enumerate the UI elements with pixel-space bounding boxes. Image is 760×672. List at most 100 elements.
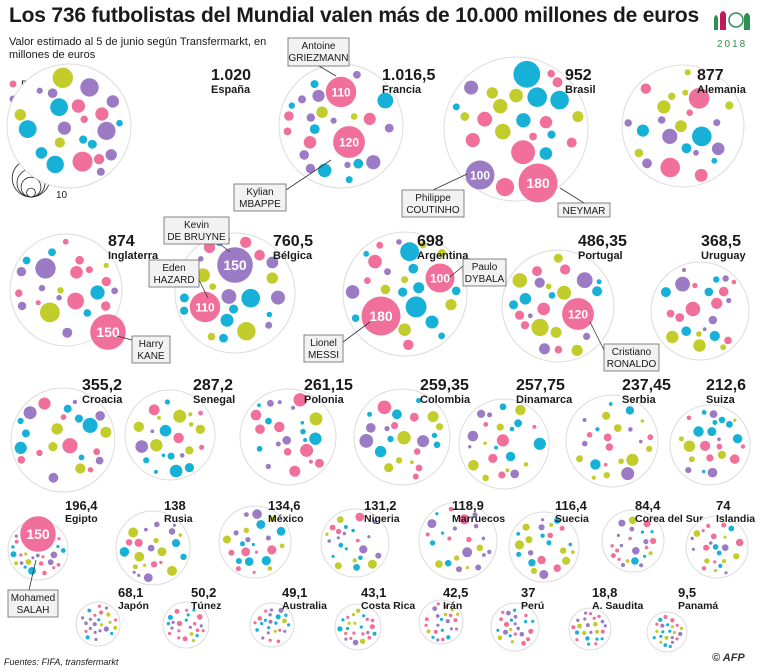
player-bubble bbox=[14, 441, 27, 454]
player-bubble bbox=[260, 621, 264, 626]
player-bubble bbox=[710, 533, 717, 540]
player-bubble bbox=[666, 623, 670, 627]
player-bubble bbox=[436, 602, 440, 606]
player-bubble bbox=[19, 561, 24, 565]
player-bubble bbox=[668, 629, 672, 633]
player-bubble bbox=[717, 450, 727, 459]
player-bubble bbox=[23, 565, 27, 569]
highlight-value: 180 bbox=[526, 175, 550, 191]
player-bubble bbox=[256, 445, 263, 452]
player-bubble bbox=[711, 297, 723, 309]
player-bubble bbox=[713, 560, 717, 564]
player-bubble bbox=[147, 544, 155, 552]
player-bubble bbox=[681, 143, 692, 154]
player-bubble bbox=[265, 417, 272, 425]
player-bubble bbox=[718, 286, 729, 297]
player-bubble bbox=[431, 635, 435, 639]
player-bubble bbox=[50, 551, 58, 559]
player-bubble bbox=[176, 620, 183, 627]
player-callout-box bbox=[401, 189, 465, 218]
player-bubble bbox=[244, 557, 254, 566]
player-bubble bbox=[509, 618, 513, 622]
player-bubble bbox=[509, 627, 513, 632]
player-bubble bbox=[453, 555, 460, 561]
player-bubble bbox=[195, 634, 199, 638]
player-bubble bbox=[99, 610, 104, 615]
player-bubble bbox=[713, 568, 718, 573]
player-bubble bbox=[659, 634, 663, 639]
player-bubble bbox=[80, 115, 88, 124]
team-cluster bbox=[443, 56, 589, 203]
team-value: 486,35 bbox=[578, 233, 627, 250]
player-bubble bbox=[74, 414, 83, 423]
player-bubble bbox=[583, 332, 591, 340]
team-value: 261,15 bbox=[304, 377, 353, 394]
player-bubble bbox=[128, 527, 139, 538]
player-bubble bbox=[93, 154, 105, 165]
player-bubble bbox=[726, 297, 732, 304]
team-value: 698 bbox=[417, 233, 444, 250]
logo-year: 2018 bbox=[717, 39, 747, 50]
player-bubble bbox=[392, 409, 402, 420]
player-name: Kevin bbox=[184, 220, 209, 231]
player-bubble bbox=[571, 550, 575, 554]
player-bubble bbox=[67, 292, 84, 310]
player-bubble bbox=[429, 540, 436, 546]
player-bubble bbox=[81, 616, 85, 620]
player-bubble bbox=[528, 628, 534, 634]
player-bubble bbox=[640, 530, 645, 534]
player-bubble bbox=[592, 616, 596, 620]
player-bubble bbox=[530, 567, 538, 575]
player-bubble bbox=[14, 289, 23, 298]
player-bubble bbox=[613, 424, 622, 432]
team-name: Polonia bbox=[304, 394, 345, 406]
callout-leader bbox=[318, 65, 337, 77]
team-name: Colombia bbox=[420, 394, 471, 406]
player-bubble bbox=[85, 266, 93, 274]
player-bubble bbox=[506, 610, 511, 616]
player-bubble bbox=[729, 454, 740, 464]
player-bubble bbox=[681, 267, 687, 273]
player-bubble bbox=[529, 132, 537, 141]
legend-size-circle-3 bbox=[26, 187, 36, 198]
player-bubble bbox=[143, 457, 150, 464]
player-bubble bbox=[473, 523, 479, 529]
player-bubble bbox=[113, 625, 118, 630]
team-cluster bbox=[353, 388, 451, 486]
player-bubble bbox=[642, 158, 652, 169]
player-bubble bbox=[713, 119, 721, 127]
player-bubble bbox=[269, 516, 276, 522]
player-bubble bbox=[384, 426, 390, 432]
player-bubble bbox=[14, 109, 26, 121]
team-cluster bbox=[7, 516, 69, 581]
player-bubble bbox=[595, 427, 600, 432]
player-bubble bbox=[133, 421, 144, 432]
player-bubble bbox=[465, 133, 480, 148]
player-bubble bbox=[512, 273, 528, 288]
player-bubble bbox=[57, 287, 64, 294]
player-bubble bbox=[724, 336, 732, 345]
player-bubble bbox=[87, 139, 97, 149]
player-bubble bbox=[85, 635, 90, 640]
player-bubble bbox=[268, 619, 273, 624]
player-bubble bbox=[424, 617, 429, 622]
player-bubble bbox=[361, 632, 365, 636]
team-name: México bbox=[268, 513, 304, 525]
player-bubble bbox=[541, 518, 545, 522]
player-bubble bbox=[417, 435, 430, 448]
player-bubble bbox=[143, 563, 147, 567]
player-bubble bbox=[577, 623, 582, 629]
player-bubble bbox=[740, 444, 746, 449]
player-bubble bbox=[702, 469, 706, 474]
player-name: MESSI bbox=[308, 350, 339, 361]
player-bubble bbox=[387, 435, 394, 443]
player-bubble bbox=[603, 462, 608, 467]
player-bubble bbox=[725, 101, 734, 110]
player-bubble bbox=[574, 630, 580, 635]
player-bubble bbox=[660, 157, 680, 178]
player-bubble bbox=[252, 509, 262, 519]
player-bubble bbox=[384, 463, 394, 473]
player-bubble bbox=[150, 439, 163, 452]
player-bubble bbox=[188, 412, 193, 417]
player-bubble bbox=[625, 406, 635, 415]
